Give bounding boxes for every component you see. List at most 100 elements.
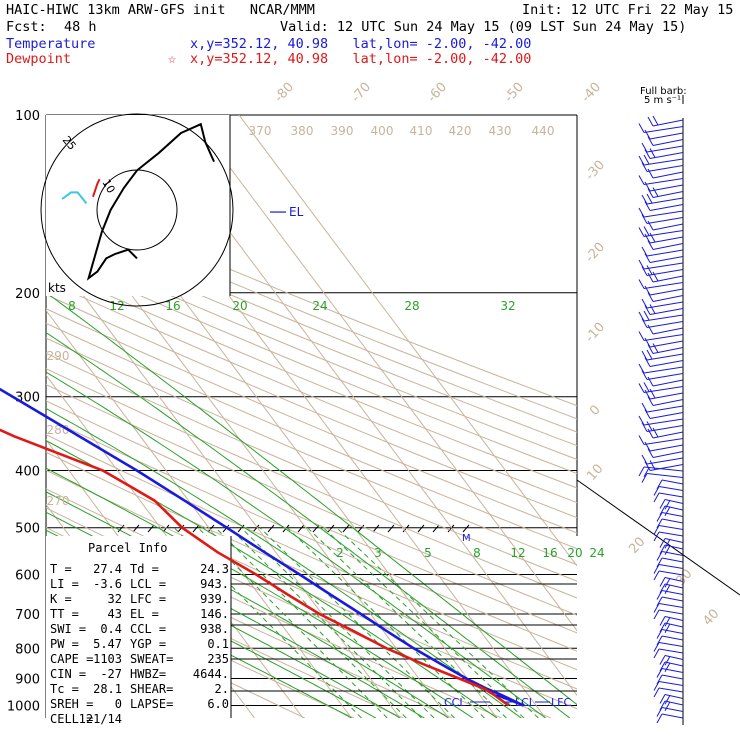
- temperature-point: [500, 694, 503, 696]
- hash-mark: [342, 524, 350, 533]
- dry-adiabat: [46, 337, 577, 566]
- mixing-ratio-label: 5: [424, 546, 432, 560]
- dewpoint-legend: Dewpoint: [6, 51, 72, 67]
- dry-adiabat: [46, 400, 577, 634]
- parcel-param-name: K =: [50, 592, 72, 606]
- temperature-point: [465, 677, 467, 680]
- temperature-point: [299, 573, 301, 576]
- wind-barb: [656, 512, 684, 522]
- parcel-param-name: T =: [50, 562, 72, 576]
- ccl-label: CCL: [444, 696, 466, 709]
- parcel-param-name: TT =: [50, 607, 79, 621]
- moist-adiabat: [46, 467, 474, 718]
- hash-mark: [417, 524, 425, 533]
- dry-adiabat: [46, 227, 577, 447]
- temperature-point: [136, 469, 138, 472]
- dewpoint-point: [102, 469, 104, 472]
- hash-mark: [192, 524, 200, 533]
- isotherm-label: 0: [587, 403, 604, 419]
- hash-mark: [432, 524, 440, 533]
- wind-barb: [653, 531, 684, 542]
- parcel-param-value: 24.3: [200, 562, 229, 576]
- wind-barb: [659, 577, 684, 588]
- isotherm-label: 30: [673, 566, 695, 588]
- wind-barb: [656, 629, 684, 639]
- dewpoint-point: [154, 500, 156, 502]
- mixing-ratio-label: 8: [473, 546, 481, 560]
- hash-mark: [297, 524, 305, 533]
- theta-label: 390: [331, 124, 354, 138]
- mixing-ratio-label: 8: [68, 299, 76, 313]
- parcel-param-name: LAPSE=: [130, 697, 173, 711]
- hodograph-units: kts: [48, 281, 66, 295]
- star-icon: ☆: [168, 51, 177, 67]
- isotherm-label: 40: [700, 606, 722, 628]
- forecast-hour: 48 h: [64, 19, 97, 35]
- temperature-point: [387, 631, 389, 633]
- wind-barb: [641, 265, 684, 276]
- wind-barb: [656, 707, 684, 717]
- dewpoint-location: x,y=352.12, 40.98 lat,lon= -2.00, -42.00: [190, 51, 532, 67]
- parcel-param-value: 5.47: [93, 637, 122, 651]
- parcel-param-name: LFC =: [130, 592, 166, 606]
- parcel-param-value: 28.1: [93, 682, 122, 696]
- wind-barb: [653, 687, 684, 698]
- mixing-ratio-line: [286, 527, 485, 718]
- dewpoint-point: [181, 527, 183, 529]
- isotherm-label: -70: [349, 80, 374, 106]
- mixing-ratio-label: 16: [165, 299, 180, 313]
- mixing-ratio-line: [229, 527, 422, 718]
- parcel-param-value: 0.4: [100, 622, 122, 636]
- mixing-ratio-label: 24: [589, 546, 604, 560]
- valid-time: Valid: 12 UTC Sun 24 May 15 (09 LST Sun …: [280, 19, 687, 35]
- wind-barb: [653, 525, 684, 535]
- wind-barb: [641, 162, 684, 172]
- wind-barb: [659, 655, 684, 666]
- parcel-info-title: Parcel Info: [88, 541, 167, 555]
- isotherm-label: 20: [626, 534, 648, 556]
- plot-corner-line: [576, 479, 740, 596]
- hodograph-trace-low: [61, 191, 88, 205]
- parcel-param-value: 0: [115, 697, 122, 711]
- wind-barb: [653, 648, 684, 659]
- parcel-param-name: Td =: [130, 562, 159, 576]
- pressure-tick-label: 900: [15, 672, 40, 687]
- isotherm-label: -50: [502, 80, 527, 106]
- dewpoint-point: [13, 435, 15, 437]
- parcel-param-name: SWEAT=: [130, 652, 173, 666]
- wind-barb: [647, 343, 684, 354]
- temperature-point: [439, 663, 441, 665]
- parcel-param-value: 1103: [93, 652, 122, 666]
- wind-barb: [656, 713, 684, 724]
- hash-mark: [147, 524, 155, 533]
- parcel-param-value: 121/14: [79, 712, 122, 726]
- parcel-param-name: PW =: [50, 637, 79, 651]
- parcel-param-value: 6.0: [207, 697, 229, 711]
- parcel-param-name: SHEAR=: [130, 682, 173, 696]
- pressure-tick-label: 600: [15, 568, 40, 583]
- wind-barb: [638, 382, 684, 393]
- wind-barb: [659, 700, 684, 711]
- wind-barb: [656, 557, 684, 568]
- dewpoint-point: [385, 647, 388, 649]
- parcel-param-value: 43: [108, 607, 122, 621]
- wind-barb: [653, 486, 684, 496]
- mixing-ratio-line: [336, 527, 539, 718]
- wind-barb: [638, 466, 684, 477]
- theta-label: 410: [410, 124, 433, 138]
- wind-barb: [644, 285, 684, 296]
- wind-barb: [641, 370, 684, 380]
- wind-barb: [641, 349, 684, 361]
- parcel-param-value: 2.: [215, 682, 229, 696]
- parcel-info-box: [46, 536, 231, 718]
- theta-label: 290: [47, 349, 70, 363]
- wind-barb: [656, 596, 684, 607]
- parcel-param-value: 32: [108, 592, 122, 606]
- parcel-param-value: 27.4: [93, 562, 122, 576]
- hash-mark: [447, 524, 455, 533]
- wind-barb: [638, 226, 684, 237]
- wind-barb: [659, 622, 684, 633]
- temperature-point: [78, 435, 80, 437]
- melting-level-mark: M: [462, 533, 471, 544]
